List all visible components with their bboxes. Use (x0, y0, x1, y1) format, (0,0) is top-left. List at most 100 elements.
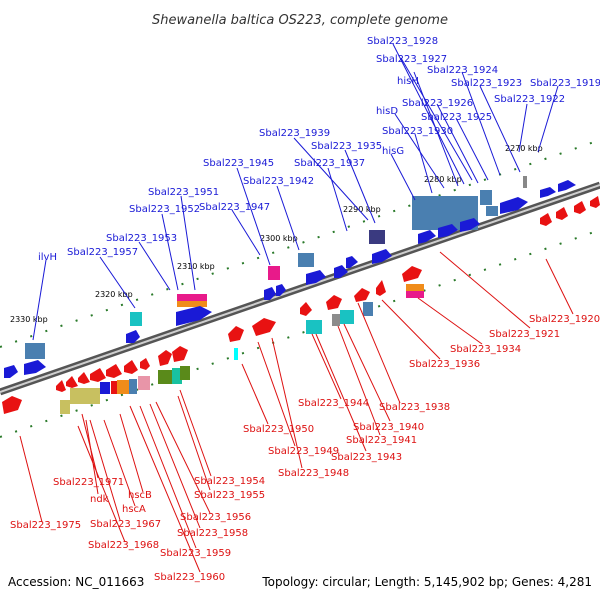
gene-arrow (326, 295, 342, 310)
gene-arrow (172, 346, 188, 362)
gene-arrow (106, 364, 122, 378)
gene-label: Sbal223_1936 (409, 359, 480, 370)
gene-block (332, 314, 340, 326)
gene-label: ndk (90, 494, 109, 505)
gene-block (306, 320, 322, 334)
accession-text: Accession: NC_011663 (8, 575, 144, 589)
gene-arrow (158, 350, 172, 366)
gene-arrow (140, 358, 150, 370)
gene-arrow (4, 365, 18, 378)
gene-arrow (500, 197, 528, 214)
gene-label: Sbal223_1959 (160, 548, 231, 559)
gene-label: Sbal223_1924 (427, 65, 498, 76)
gene-arrow (460, 218, 480, 232)
outer-reverse-tick-line (0, 229, 600, 438)
gene-arrow (590, 196, 600, 208)
kbp-tick-2310: 2310 kbp (177, 262, 215, 271)
gene-arrow (438, 224, 458, 238)
gene-arrow (252, 318, 276, 336)
gene-block (523, 176, 527, 188)
gene-block (369, 230, 385, 244)
gene-arrow (264, 287, 276, 300)
kbp-tick-2270: 2270 kbp (505, 144, 543, 153)
gene-arrow (124, 360, 138, 374)
forward-leader-lines (32, 43, 559, 341)
gene-block (268, 266, 280, 280)
kbp-tick-2330: 2330 kbp (10, 315, 48, 324)
kbp-ticks: 2270 kbp 2280 kbp 2290 kbp 2300 kbp 2310… (10, 144, 543, 324)
gene-label: Sbal223_1920 (529, 314, 600, 325)
gene-arrow (176, 306, 212, 326)
gene-label: Sbal223_1960 (154, 572, 225, 583)
gene-arrow (66, 376, 78, 388)
gene-label: hisH (397, 76, 419, 87)
kbp-tick-2290: 2290 kbp (343, 205, 381, 214)
gene-label: hscB (128, 490, 152, 501)
gene-arrow (540, 213, 552, 226)
gene-label: Sbal223_1957 (67, 247, 138, 258)
gene-arrow (2, 396, 22, 414)
gene-block (234, 348, 238, 360)
gene-label: Sbal223_1940 (353, 422, 424, 433)
gene-label: Sbal223_1951 (148, 187, 219, 198)
gene-label: Sbal223_1943 (331, 452, 402, 463)
gene-label: Sbal223_1971 (53, 477, 124, 488)
gene-arrow (90, 368, 106, 382)
gene-label: Sbal223_1921 (489, 329, 560, 340)
reverse-leader-lines (19, 251, 574, 573)
forward-gene-labels: Sbal223_1928 Sbal223_1927 hisH Sbal223_1… (38, 36, 600, 263)
gene-block (340, 310, 354, 324)
gene-label: hscA (122, 504, 146, 515)
gene-arrow (56, 380, 66, 392)
gene-label: Sbal223_1958 (177, 528, 248, 539)
gene-arrow (306, 270, 326, 285)
gene-label: Sbal223_1950 (243, 424, 314, 435)
gene-arrow (556, 207, 568, 220)
gene-arrow (78, 372, 90, 384)
kbp-tick-2320: 2320 kbp (95, 290, 133, 299)
gene-label: Sbal223_1949 (268, 446, 339, 457)
gene-label: Sbal223_1934 (450, 344, 521, 355)
gene-label: Sbal223_1935 (311, 141, 382, 152)
gene-arrow (334, 265, 348, 278)
topology-text: Topology: circular; Length: 5,145,902 bp… (261, 575, 592, 589)
gene-label: Sbal223_1944 (298, 398, 369, 409)
gene-label: Sbal223_1942 (243, 176, 314, 187)
gene-block (177, 301, 207, 307)
gene-label: Sbal223_1923 (451, 78, 522, 89)
gene-label: Sbal223_1952 (129, 204, 200, 215)
gene-block (486, 206, 498, 216)
forward-genes (4, 176, 576, 378)
gene-block (406, 284, 424, 291)
gene-block (138, 376, 150, 390)
gene-label: Sbal223_1956 (180, 512, 251, 523)
gene-label: Sbal223_1928 (367, 36, 438, 47)
gene-block (129, 379, 137, 394)
gene-block (298, 253, 314, 267)
kbp-tick-2300: 2300 kbp (260, 234, 298, 243)
gene-label: Sbal223_1937 (294, 158, 365, 169)
outer-forward-tick-line (0, 139, 600, 348)
gene-block (130, 312, 142, 326)
gene-label: Sbal223_1968 (88, 540, 159, 551)
gene-label: Sbal223_1948 (278, 468, 349, 479)
gene-label: Sbal223_1930 (382, 126, 453, 137)
gene-block (100, 382, 110, 394)
gene-arrow (402, 266, 422, 282)
gene-label: Sbal223_1939 (259, 128, 330, 139)
gene-arrow (376, 280, 386, 296)
gene-block (60, 400, 70, 414)
gene-arrow (300, 302, 312, 316)
gene-label: Sbal223_1945 (203, 158, 274, 169)
gene-block (480, 190, 492, 205)
gene-arrow (574, 201, 586, 214)
gene-arrow (24, 360, 46, 375)
gene-block (158, 370, 172, 384)
gene-block (172, 368, 182, 384)
gene-block (406, 291, 424, 298)
gene-arrow (228, 326, 244, 342)
gene-label: Sbal223_1919 (530, 78, 600, 89)
gene-label: Sbal223_1954 (194, 476, 265, 487)
